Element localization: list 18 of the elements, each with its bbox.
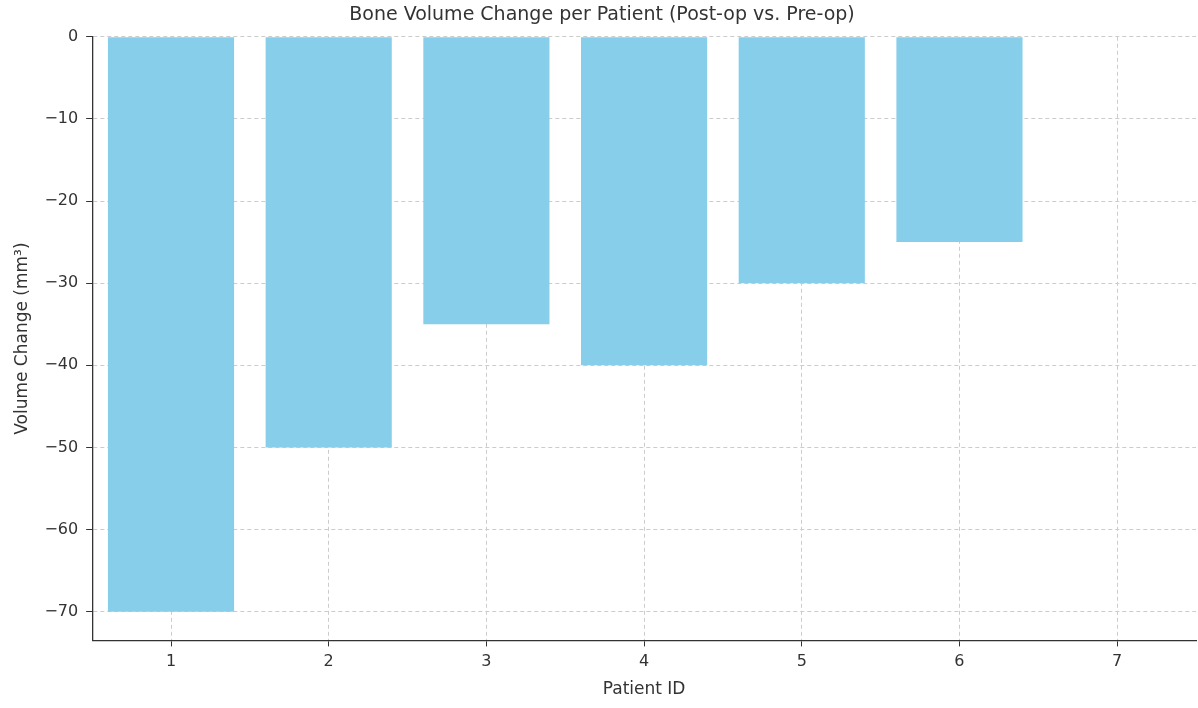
x-tick-label: 6 bbox=[954, 651, 965, 671]
y-tick-label: −50 bbox=[44, 436, 79, 456]
x-tick-label: 5 bbox=[796, 651, 807, 671]
y-tick-label: −40 bbox=[44, 354, 79, 374]
y-tick-label: −10 bbox=[44, 108, 79, 128]
x-tick-label: 2 bbox=[323, 651, 334, 671]
chart-title: Bone Volume Change per Patient (Post-op vs. Pre-op) bbox=[349, 2, 855, 25]
x-tick-label: 4 bbox=[638, 651, 650, 671]
y-tick-label: −70 bbox=[44, 600, 79, 620]
y-tick-label: −60 bbox=[44, 518, 79, 538]
x-tick-label: 1 bbox=[165, 651, 177, 671]
x-axis-title: Patient ID bbox=[602, 678, 686, 699]
y-tick-label: −30 bbox=[44, 272, 79, 292]
x-tick-label: 3 bbox=[481, 651, 492, 671]
x-tick-label: 7 bbox=[1112, 651, 1123, 671]
y-axis-title: Volume Change (mm³) bbox=[10, 242, 31, 435]
y-tick-label: −20 bbox=[44, 190, 79, 210]
y-tick-label: 0 bbox=[67, 25, 79, 45]
